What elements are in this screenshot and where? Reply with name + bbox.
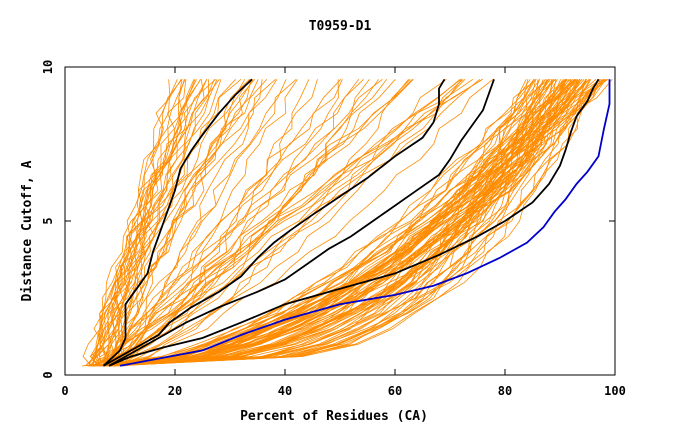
model-curve (107, 79, 278, 367)
model-curve (121, 79, 581, 367)
model-curve (102, 79, 236, 366)
model-curve (101, 79, 578, 367)
model-curve (110, 78, 383, 367)
model-curve (118, 78, 484, 367)
model-curve (99, 79, 464, 367)
model-curve (94, 79, 554, 367)
axes: 0 20 40 60 80 100 0 5 10 (41, 60, 626, 398)
model-curve (114, 79, 259, 367)
model-curve (82, 78, 242, 367)
model-curve (89, 79, 268, 367)
model-curve (111, 79, 414, 366)
model-curve (109, 79, 544, 367)
highlight-curves (102, 78, 611, 367)
model-curve (91, 78, 609, 367)
model-curve (119, 79, 287, 366)
x-tick-label: 60 (388, 384, 402, 398)
model-curve (119, 79, 553, 367)
model-curve (105, 79, 318, 367)
model-curve (98, 79, 601, 367)
model-curve (99, 79, 568, 367)
model-curve (119, 79, 466, 367)
model-curve (123, 79, 567, 367)
x-tick-label: 40 (278, 384, 292, 398)
model-curve (120, 79, 342, 367)
model-curve (90, 79, 587, 367)
model-curve (112, 78, 608, 367)
y-tick-label: 5 (41, 217, 55, 224)
model-curve (89, 79, 183, 367)
model-curve (92, 79, 539, 367)
model-curve (107, 78, 537, 367)
model-curve (111, 79, 276, 367)
highlight-curve (108, 78, 600, 367)
model-curve (107, 79, 600, 367)
model-curve (113, 79, 546, 367)
model-curve (99, 79, 182, 366)
model-curve (104, 79, 590, 367)
model-curve (87, 79, 252, 367)
model-curve (104, 79, 360, 367)
model-curve (104, 79, 201, 366)
highlight-curve (103, 78, 446, 367)
model-curve (104, 78, 494, 367)
model-curve (91, 78, 216, 366)
model-curve (108, 78, 461, 367)
model-curve (105, 79, 566, 367)
y-tick-label: 10 (41, 60, 55, 74)
model-curve (91, 79, 546, 367)
model-curve (112, 79, 339, 367)
model-curve (96, 79, 178, 367)
y-tick-label: 0 (41, 371, 55, 378)
model-curve (97, 78, 481, 367)
chart-title: T0959-D1 (309, 19, 372, 34)
background-curves (82, 78, 613, 367)
model-curve (108, 79, 571, 367)
model-curve (101, 79, 409, 367)
model-curve (91, 78, 462, 367)
model-curve (96, 78, 297, 367)
model-curve (111, 79, 255, 366)
highlight-curve (119, 79, 611, 367)
model-curve (109, 79, 605, 367)
model-curve (98, 79, 580, 367)
model-curve (82, 79, 552, 367)
x-axis-label: Percent of Residues (CA) (240, 409, 428, 424)
model-curve (105, 79, 396, 367)
model-curve (110, 79, 463, 367)
model-curve (110, 79, 183, 366)
x-tick-label: 100 (604, 384, 626, 398)
model-curve (102, 79, 535, 367)
x-tick-label: 20 (168, 384, 182, 398)
model-curve (99, 79, 251, 366)
y-axis-label: Distance Cutoff, A (20, 160, 35, 301)
highlight-curve (108, 78, 495, 367)
highlight-curve (102, 78, 253, 367)
x-tick-label: 0 (61, 384, 68, 398)
x-tick-label: 80 (498, 384, 512, 398)
model-curve (90, 79, 578, 367)
